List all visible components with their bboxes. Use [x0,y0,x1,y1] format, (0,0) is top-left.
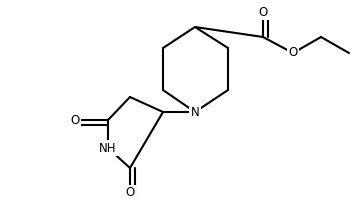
Text: O: O [125,186,135,200]
Text: O: O [258,6,268,19]
Text: NH: NH [99,142,117,154]
Text: N: N [190,105,199,119]
Text: O: O [289,47,297,60]
Text: O: O [71,113,79,126]
